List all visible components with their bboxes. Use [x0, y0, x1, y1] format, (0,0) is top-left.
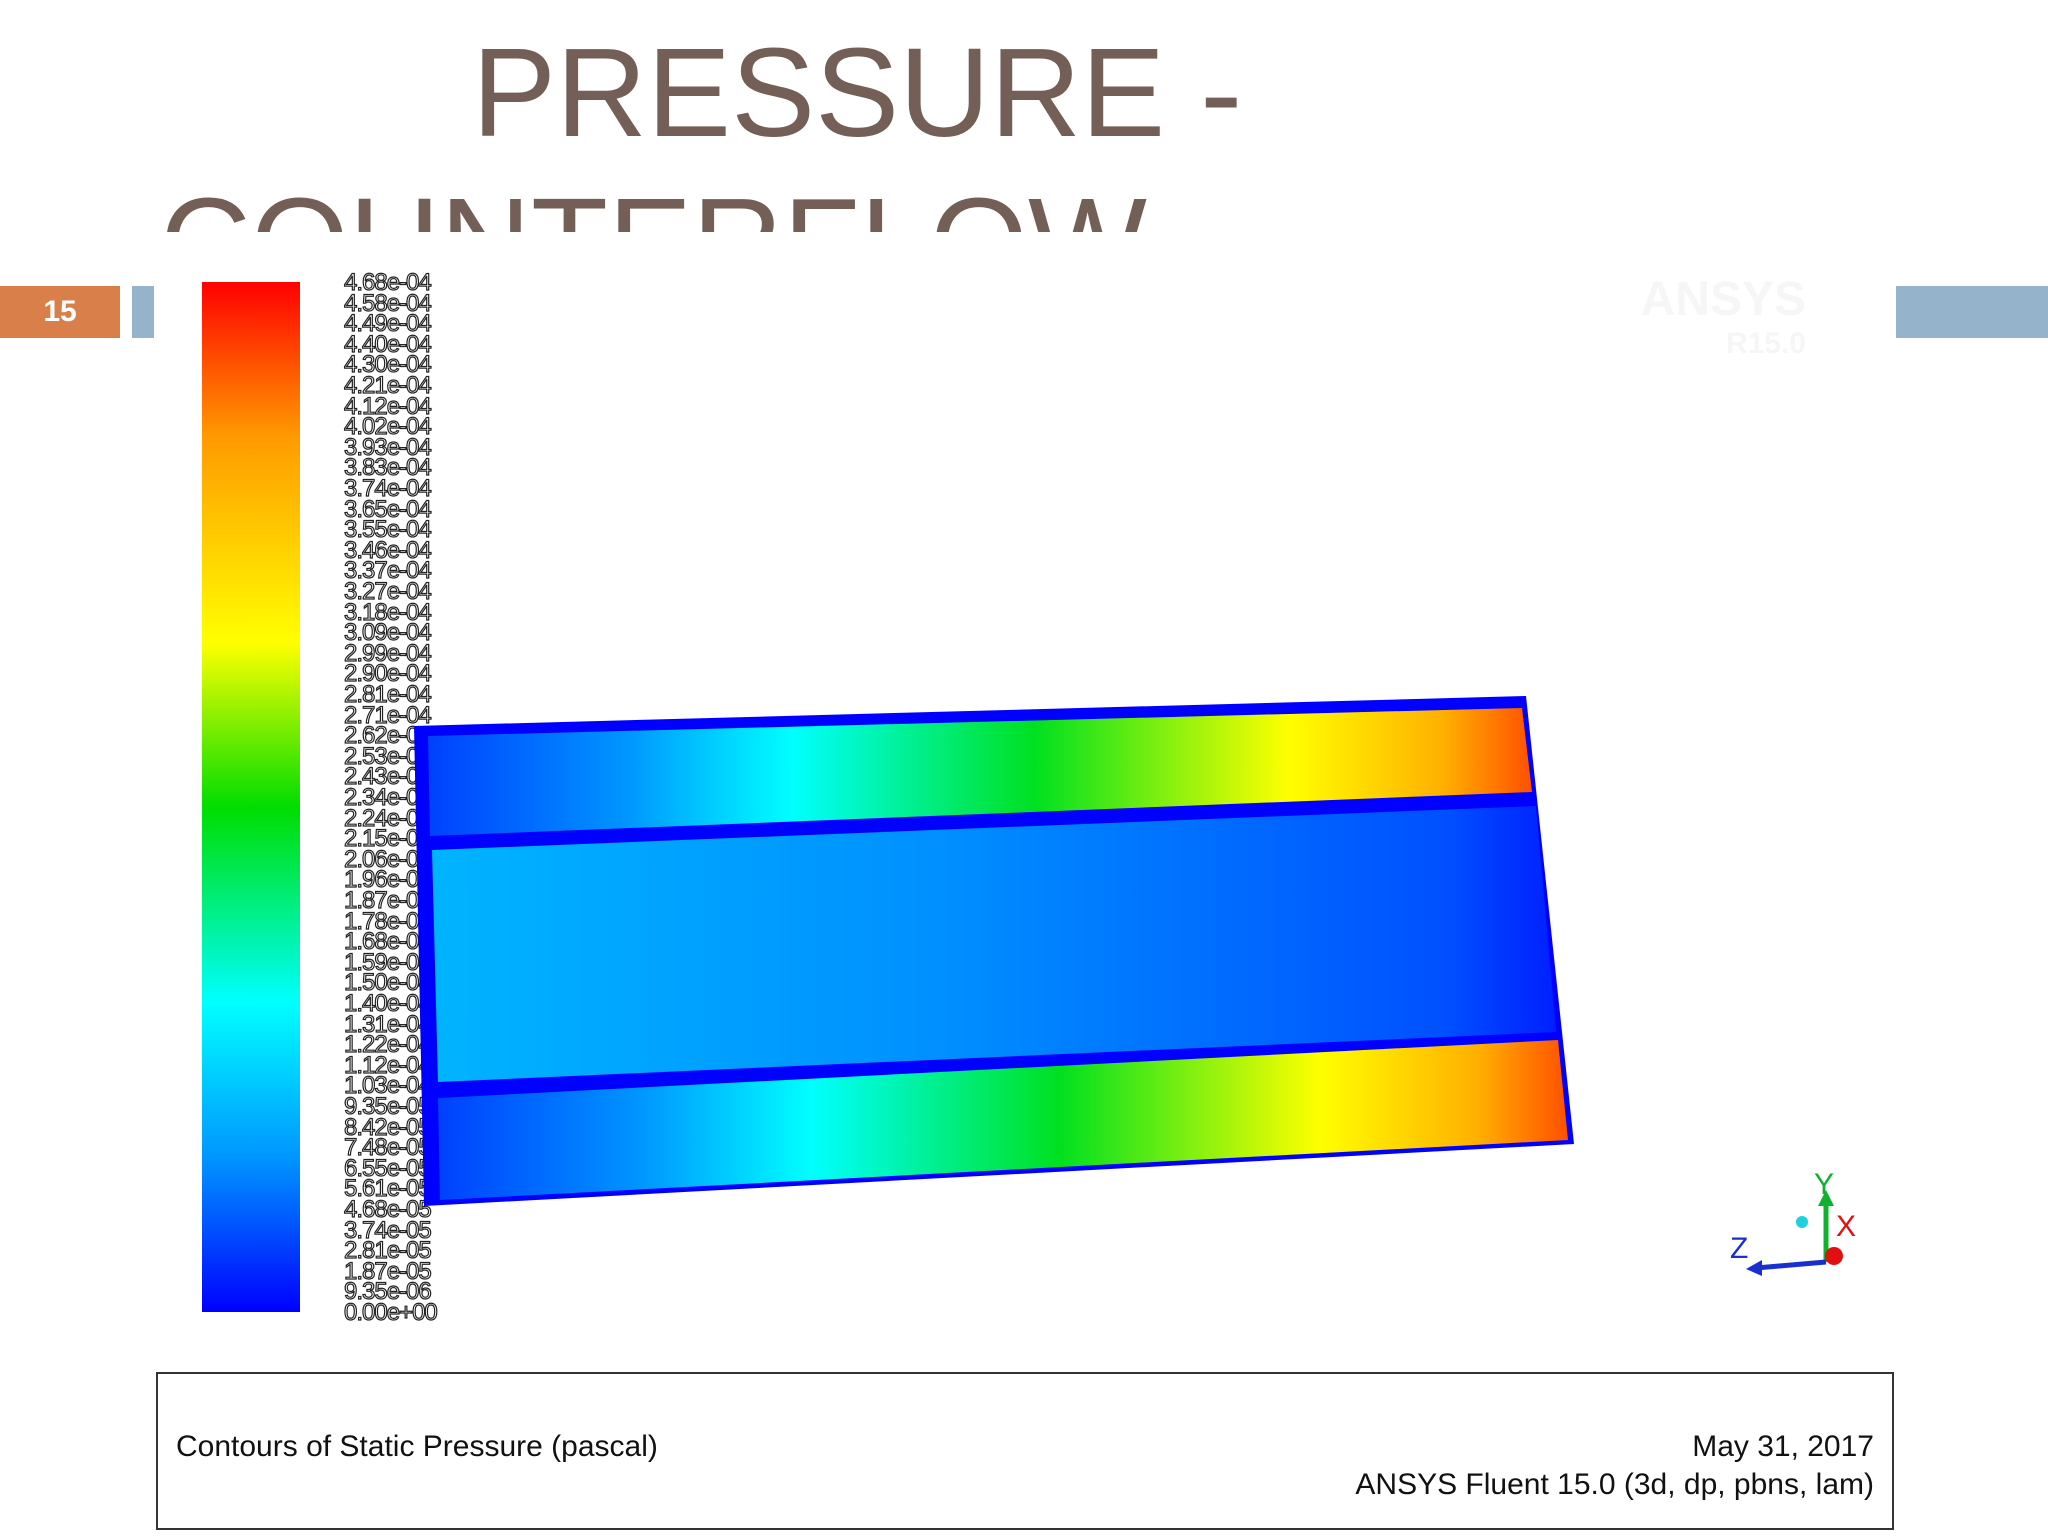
color-scale-label: 9.35e-05	[343, 1093, 432, 1120]
triad-origin-icon	[1796, 1216, 1808, 1228]
color-scale-label: 3.74e-05	[343, 1216, 432, 1244]
slide-number: 15	[0, 286, 120, 338]
slide-title: PRESSURE - COUNTERFLOW	[0, 0, 2048, 232]
color-scale-label: 5.61e-05	[343, 1175, 432, 1203]
color-scale-bar	[202, 282, 300, 1312]
accent-bar-left	[132, 286, 154, 338]
color-scale-label: 3.65e-04	[343, 495, 432, 523]
color-scale-label: 6.55e-05	[343, 1154, 432, 1182]
figure-caption-box: Contours of Static Pressure (pascal) May…	[156, 1372, 1894, 1530]
color-scale-label: 1.50e-04	[343, 969, 432, 997]
watermark-line-1: ANSYS	[1640, 273, 1806, 326]
z-axis-label: Z	[1730, 1232, 1748, 1265]
caption-date: May 31, 2017	[1692, 1430, 1874, 1463]
color-scale-label: 2.90e-04	[343, 660, 432, 688]
color-scale-label: 4.40e-04	[343, 330, 432, 358]
caption-description: Contours of Static Pressure (pascal)	[176, 1430, 658, 1463]
color-scale-label: 3.83e-04	[343, 454, 432, 482]
color-scale-label: 3.93e-04	[343, 433, 432, 461]
color-scale-label: 4.49e-04	[343, 310, 432, 338]
color-scale-label: 1.03e-04	[343, 1072, 432, 1100]
color-scale-labels: 4.68e-04 4.58e-04 4.49e-04 4.40e-04 4.30e-04…	[343, 269, 504, 1326]
color-scale-label: 2.71e-04	[343, 701, 432, 729]
color-scale-label: 3.27e-04	[343, 578, 432, 605]
color-scale-label: 4.58e-04	[343, 289, 432, 317]
color-scale-label: 2.99e-04	[343, 639, 432, 667]
contour-plot: Y X Z	[414, 696, 1856, 1276]
color-scale-label: 0.00e+00	[343, 1299, 438, 1326]
color-scale-label: 1.22e-04	[343, 1031, 432, 1059]
y-axis-arrow-icon	[1818, 1190, 1834, 1206]
upper-tube-region	[428, 708, 1532, 836]
color-scale-label: 3.74e-04	[343, 475, 432, 502]
color-scale-label: 1.12e-04	[343, 1051, 432, 1079]
color-scale-label: 1.87e-05	[343, 1257, 432, 1285]
caption-solver-info: ANSYS Fluent 15.0 (3d, dp, pbns, lam)	[1355, 1468, 1874, 1501]
ansys-watermark: ANSYS R15.0	[1641, 272, 1806, 361]
color-scale-label: 3.37e-04	[343, 557, 432, 585]
shell-region	[432, 806, 1556, 1082]
color-scale-label: 3.09e-04	[343, 619, 432, 647]
z-axis-line	[1755, 1259, 1827, 1271]
color-scale-label: 8.42e-05	[343, 1113, 432, 1141]
watermark-line-2: R15.0	[1725, 327, 1806, 360]
slide-title-line-2: COUNTERFLOW	[160, 168, 1147, 232]
color-scale-label: 1.31e-04	[343, 1010, 432, 1038]
y-axis-label: Y	[1814, 1168, 1834, 1201]
lower-tube-region	[438, 1040, 1568, 1200]
z-axis-arrow-icon	[1746, 1260, 1762, 1276]
accent-bar-right	[1896, 286, 2048, 338]
color-scale-label: 3.46e-04	[343, 536, 432, 564]
color-scale-label: 1.68e-04	[343, 928, 432, 956]
axis-triad: Y X Z	[1730, 1168, 1856, 1276]
color-scale-label: 4.68e-04	[343, 269, 432, 296]
color-scale-label: 1.40e-04	[343, 990, 432, 1017]
color-scale-label: 2.81e-04	[343, 681, 432, 708]
color-scale-label: 4.68e-05	[343, 1196, 432, 1223]
color-scale-label: 4.02e-04	[343, 413, 432, 441]
contour-figure: ANSYS R15.0 4.68e-04 4.58e-04 4.49e-04 4.40…	[156, 232, 1896, 1530]
color-scale-label: 1.59e-04	[343, 948, 432, 976]
x-axis-dot-icon	[1825, 1247, 1843, 1265]
color-scale-label: 9.35e-06	[343, 1278, 432, 1306]
color-scale-label: 4.30e-04	[343, 351, 432, 379]
color-scale-label: 4.21e-04	[343, 372, 432, 399]
color-scale-label: 4.12e-04	[343, 392, 432, 420]
color-scale-label: 3.55e-04	[343, 516, 432, 544]
color-scale-label: 7.48e-05	[343, 1134, 432, 1162]
color-scale-label: 3.18e-04	[343, 598, 432, 626]
x-axis-label: X	[1836, 1210, 1856, 1243]
color-scale-label: 2.81e-05	[343, 1237, 432, 1265]
slide-title-line-1: PRESSURE -	[472, 22, 1243, 163]
color-scale-label: 1.78e-04	[343, 907, 432, 935]
